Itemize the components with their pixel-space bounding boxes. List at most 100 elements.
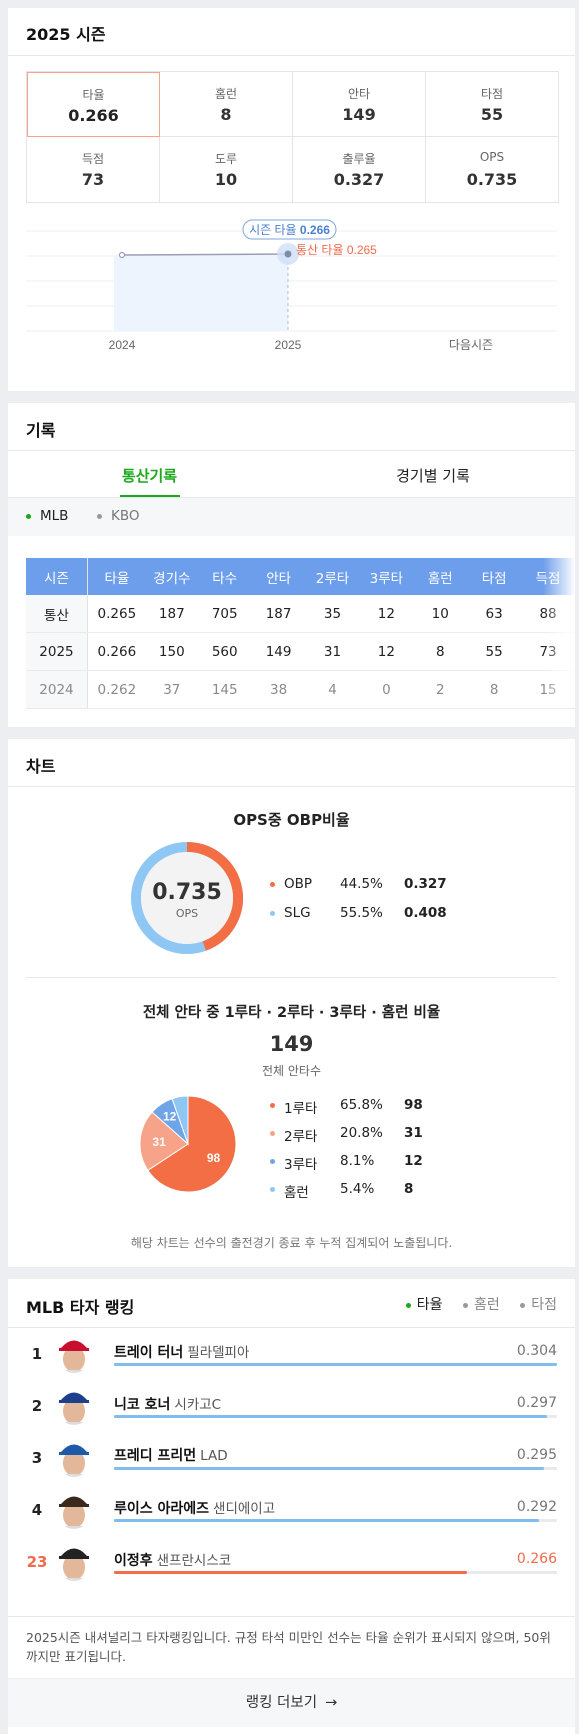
rank-number: 23 — [26, 1553, 48, 1571]
filter-rbi[interactable]: 타점 — [520, 1297, 557, 1313]
avg-bar — [114, 1467, 544, 1470]
col-avg: 타율 — [87, 558, 146, 595]
pie-label-1: 31 — [152, 1135, 166, 1149]
avatar — [56, 1437, 92, 1477]
legend-single: 1루타 65.8% 98 — [270, 1097, 423, 1117]
player-name[interactable]: 루이스 아라에즈 샌디에이고 — [114, 1501, 276, 1517]
avg-bar-track — [114, 1363, 557, 1366]
x-label-2025: 2025 — [275, 338, 302, 351]
rank-number: 3 — [31, 1449, 43, 1467]
legend-obp: OBP 44.5% 0.327 — [270, 876, 447, 892]
pie-slice-1 — [139, 1111, 189, 1171]
player-avg: 0.304 — [516, 1343, 557, 1359]
stat-hr[interactable]: 홈런 8 — [214, 87, 238, 124]
filter-avg[interactable]: 타율 — [405, 1297, 443, 1313]
player-name[interactable]: 이정후 샌프란시스코 — [114, 1553, 232, 1569]
avatar — [56, 1385, 92, 1425]
col-ab: 타수 — [197, 558, 252, 595]
x-label-next: 다음시즌 — [449, 338, 493, 351]
league-kbo[interactable]: KBO — [97, 508, 140, 524]
hits-total-label: 전체 안타수 — [261, 1064, 321, 1078]
avg-bar-track — [114, 1415, 557, 1418]
ops-donut — [131, 842, 243, 954]
col-rbi: 타점 — [467, 558, 522, 595]
player-avg: 0.297 — [516, 1395, 557, 1411]
career-avg-label: 통산 타율 0.265 — [296, 243, 377, 257]
league-filter: MLB KBO — [8, 498, 575, 536]
col-games: 경기수 — [145, 558, 198, 595]
arrow-right-icon: → — [325, 1695, 338, 1711]
ranking-row[interactable]: 3 프레디 프리먼 LAD 0.295 — [26, 1435, 557, 1481]
avatar — [56, 1489, 92, 1529]
slg-dot — [270, 910, 275, 916]
legend-homerun: 홈런 5.4% 8 — [270, 1181, 413, 1201]
legend-triple: 3루타 8.1% 12 — [270, 1153, 423, 1173]
stat-runs[interactable]: 득점 73 — [81, 152, 105, 189]
stat-obp[interactable]: 출루율 0.327 — [333, 152, 385, 189]
point-2024 — [118, 251, 126, 259]
ranking-filters: 타율 홈런 타점 — [405, 1294, 557, 1314]
player-team: 샌디에이고 — [213, 1501, 276, 1517]
player-team: 시카고C — [174, 1397, 222, 1413]
ranking-note: 2025시즌 내셔널리그 타자랭킹입니다. 규정 타석 미만인 선수는 타율 순… — [26, 1630, 551, 1664]
pie-label-2: 12 — [163, 1110, 177, 1124]
table-row: 2025 0.266 150 560 149 31 12 8 55 73 — [26, 632, 575, 671]
ranking-more-button[interactable]: 랭킹 더보기 → — [8, 1678, 575, 1727]
obp-dot — [270, 881, 275, 887]
filter-hr[interactable]: 홈런 — [463, 1297, 500, 1313]
avatar — [56, 1333, 92, 1373]
player-avg: 0.295 — [516, 1447, 557, 1463]
ranking-row[interactable]: 23 이정후 샌프란시스코 0.266 — [26, 1539, 557, 1585]
hits-chart-title: 전체 안타 중 1루타 · 2루타 · 3루타 · 홈런 비율 — [142, 1005, 441, 1021]
avg-bar-track — [114, 1571, 557, 1574]
stat-avg[interactable]: 타율 0.266 — [27, 72, 160, 137]
col-3b: 3루타 — [359, 558, 414, 595]
ops-center-value: 0.735 — [152, 880, 222, 905]
player-avg: 0.266 — [516, 1551, 557, 1567]
obp-arc — [186, 842, 243, 951]
avg-bar — [114, 1415, 547, 1418]
rank-number: 4 — [31, 1501, 43, 1519]
player-team: 샌프란시스코 — [156, 1553, 232, 1569]
tab-gamelog[interactable]: 경기별 기록 — [396, 467, 470, 485]
table-scroll-fade — [543, 558, 575, 708]
col-hits: 안타 — [251, 558, 306, 595]
charts-title: 차트 — [26, 757, 56, 776]
ranking-title: MLB 타자 랭킹 — [26, 1298, 135, 1317]
season-stat-grid: 타율 0.266 홈런 8 안타 149 타점 55 득점 73 도루 10 출… — [26, 71, 559, 203]
ranking-card: MLB 타자 랭킹 타율 홈런 타점 1 트레이 터너 필라델피아 0.304 2 니코 … — [8, 1279, 575, 1734]
season-avg-chart: 시즌 타율 0.266 통산 타율 0.265 2024 2025 다음시즌 — [26, 219, 557, 351]
table-row: 통산 0.265 187 705 187 35 12 10 63 88 — [26, 595, 575, 633]
player-avg: 0.292 — [516, 1499, 557, 1515]
ranking-row[interactable]: 1 트레이 터너 필라델피아 0.304 — [26, 1331, 557, 1377]
records-card: 기록 통산기록 경기별 기록 MLB KBO 시즌 타율 경기수 타수 안타 2… — [8, 403, 575, 727]
highlight-area — [114, 255, 288, 331]
stat-ops[interactable]: OPS 0.735 — [466, 150, 518, 189]
col-season: 시즌 — [26, 558, 88, 595]
tab-career[interactable]: 통산기록 — [121, 467, 178, 485]
avg-bar — [114, 1363, 557, 1366]
stat-rbi[interactable]: 타점 55 — [480, 87, 504, 124]
player-name[interactable]: 트레이 터너 필라델피아 — [114, 1345, 250, 1361]
player-name[interactable]: 니코 호너 시카고C — [114, 1397, 222, 1413]
ops-center-label: OPS — [175, 907, 199, 920]
legend-double: 2루타 20.8% 31 — [270, 1125, 423, 1145]
league-mlb[interactable]: MLB — [26, 508, 68, 524]
player-name[interactable]: 프레디 프리먼 LAD — [114, 1448, 228, 1464]
pie-label-0: 98 — [207, 1151, 221, 1165]
stat-hits[interactable]: 안타 149 — [342, 87, 376, 124]
stat-sb[interactable]: 도루 10 — [214, 152, 238, 189]
records-table: 시즌 타율 경기수 타수 안타 2루타 3루타 홈런 타점 득점 통산 0.26… — [26, 558, 575, 709]
hits-pie: 98 31 12 — [139, 1095, 237, 1193]
charts-card: 차트 OPS중 OBP비율 0.735 OPS OBP 44.5% 0.327 … — [8, 739, 575, 1267]
ops-chart-title: OPS중 OBP비율 — [233, 811, 350, 829]
point-2025 — [284, 250, 292, 258]
x-label-2024: 2024 — [109, 338, 136, 351]
ranking-row[interactable]: 4 루이스 아라에즈 샌디에이고 0.292 — [26, 1487, 557, 1533]
tooltip-box — [242, 219, 337, 240]
ranking-row[interactable]: 2 니코 호너 시카고C 0.297 — [26, 1383, 557, 1429]
pie-slice-0 — [147, 1095, 237, 1193]
avg-bar — [114, 1519, 540, 1522]
legend-slg: SLG 55.5% 0.408 — [270, 905, 447, 921]
col-2b: 2루타 — [305, 558, 360, 595]
